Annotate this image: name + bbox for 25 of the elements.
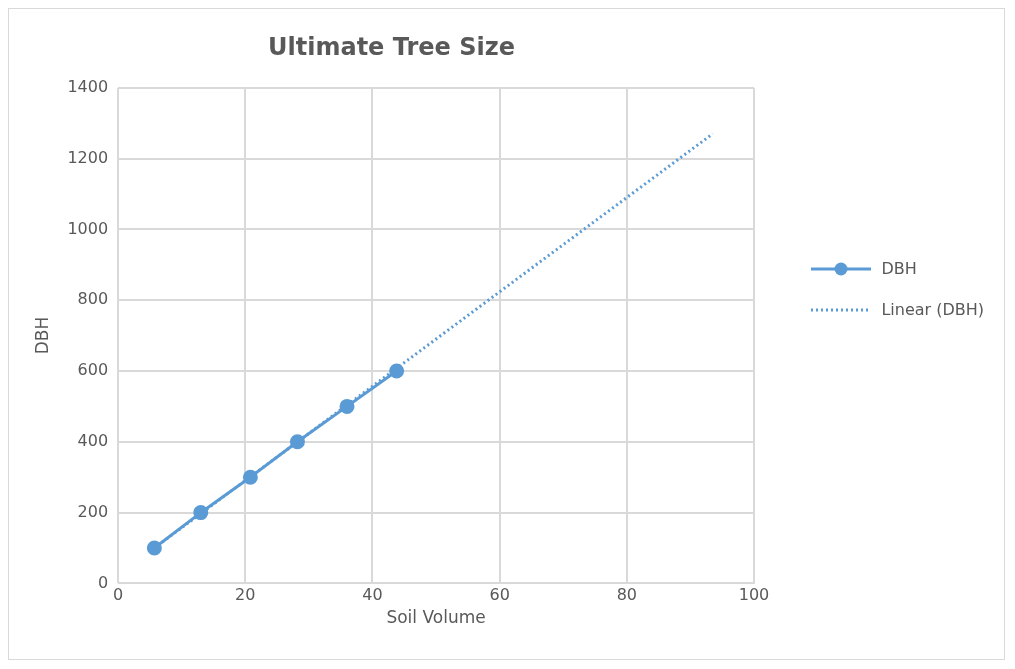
legend-label: DBH	[881, 259, 917, 278]
x-tick-label: 80	[616, 585, 637, 605]
x-tick-label: 40	[362, 585, 383, 605]
point	[289, 434, 305, 450]
point	[339, 398, 355, 414]
chart-title: Ultimate Tree Size	[268, 32, 515, 61]
x-tick-label: 60	[489, 585, 510, 605]
point	[389, 363, 405, 379]
y-tick-label: 1000	[67, 218, 109, 238]
legend-label: Linear (DBH)	[881, 300, 984, 319]
y-tick-label: 800	[77, 289, 109, 309]
point	[146, 540, 162, 556]
y-tick-label: 600	[77, 360, 109, 380]
x-tick-label: 20	[235, 585, 256, 605]
y-tick-label: 400	[77, 430, 109, 450]
x-tick-label: 100	[738, 585, 770, 605]
y-tick-label: 200	[77, 501, 109, 521]
y-tick-label: 0	[97, 572, 109, 592]
y-tick-label: 1200	[67, 147, 109, 167]
point	[193, 505, 209, 521]
x-axis-title: Soil Volume	[386, 607, 486, 628]
y-axis-title: DBH	[31, 316, 52, 355]
point	[242, 469, 258, 485]
y-tick-label: 1400	[67, 76, 109, 96]
x-tick-label: 0	[113, 585, 124, 605]
